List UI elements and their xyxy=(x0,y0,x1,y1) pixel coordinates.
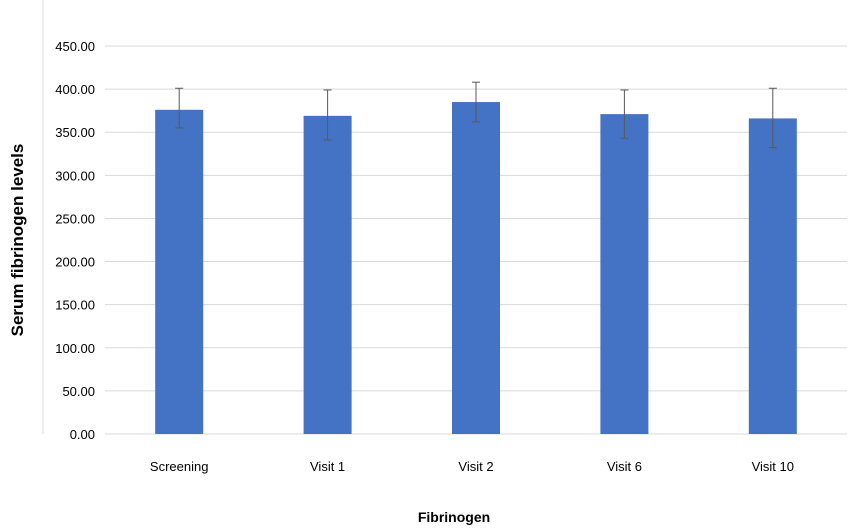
x-tick-label: Screening xyxy=(150,459,209,474)
y-tick-label: 200.00 xyxy=(55,255,95,270)
y-tick-label: 250.00 xyxy=(55,211,95,226)
y-tick-label: 50.00 xyxy=(62,384,95,399)
error-bar xyxy=(175,87,184,129)
error-bar xyxy=(768,87,777,149)
bar xyxy=(748,118,797,434)
bar xyxy=(303,115,352,434)
y-tick-label: 350.00 xyxy=(55,125,95,140)
bar xyxy=(600,114,649,435)
y-tick-label: 150.00 xyxy=(55,298,95,313)
bar xyxy=(155,109,204,434)
bars xyxy=(155,102,797,435)
x-tick-label: Visit 10 xyxy=(752,459,794,474)
y-tick-label: 300.00 xyxy=(55,168,95,183)
y-axis-title: Serum fibrinogen levels xyxy=(8,144,27,337)
x-tick-label: Visit 2 xyxy=(458,459,493,474)
y-tick-label: 400.00 xyxy=(55,82,95,97)
y-tick-label: 0.00 xyxy=(70,427,95,442)
error-bar xyxy=(620,89,629,139)
x-tick-label: Visit 6 xyxy=(607,459,642,474)
error-bar xyxy=(472,81,480,123)
bar xyxy=(452,102,500,435)
x-tick-label: Visit 1 xyxy=(310,459,345,474)
error-bars xyxy=(175,81,777,149)
y-tick-label: 450.00 xyxy=(55,39,95,54)
y-tick-labels: 0.00 50.00 100.00 150.00 200.00 250.00 300.00 3… xyxy=(55,39,95,442)
x-axis-title: Fibrinogen xyxy=(418,509,490,525)
x-tick-labels: Screening Visit 1 Visit 2 Visit 6 Visit 10 xyxy=(150,459,794,474)
y-tick-label: 100.00 xyxy=(55,341,95,356)
error-bar xyxy=(323,89,332,141)
